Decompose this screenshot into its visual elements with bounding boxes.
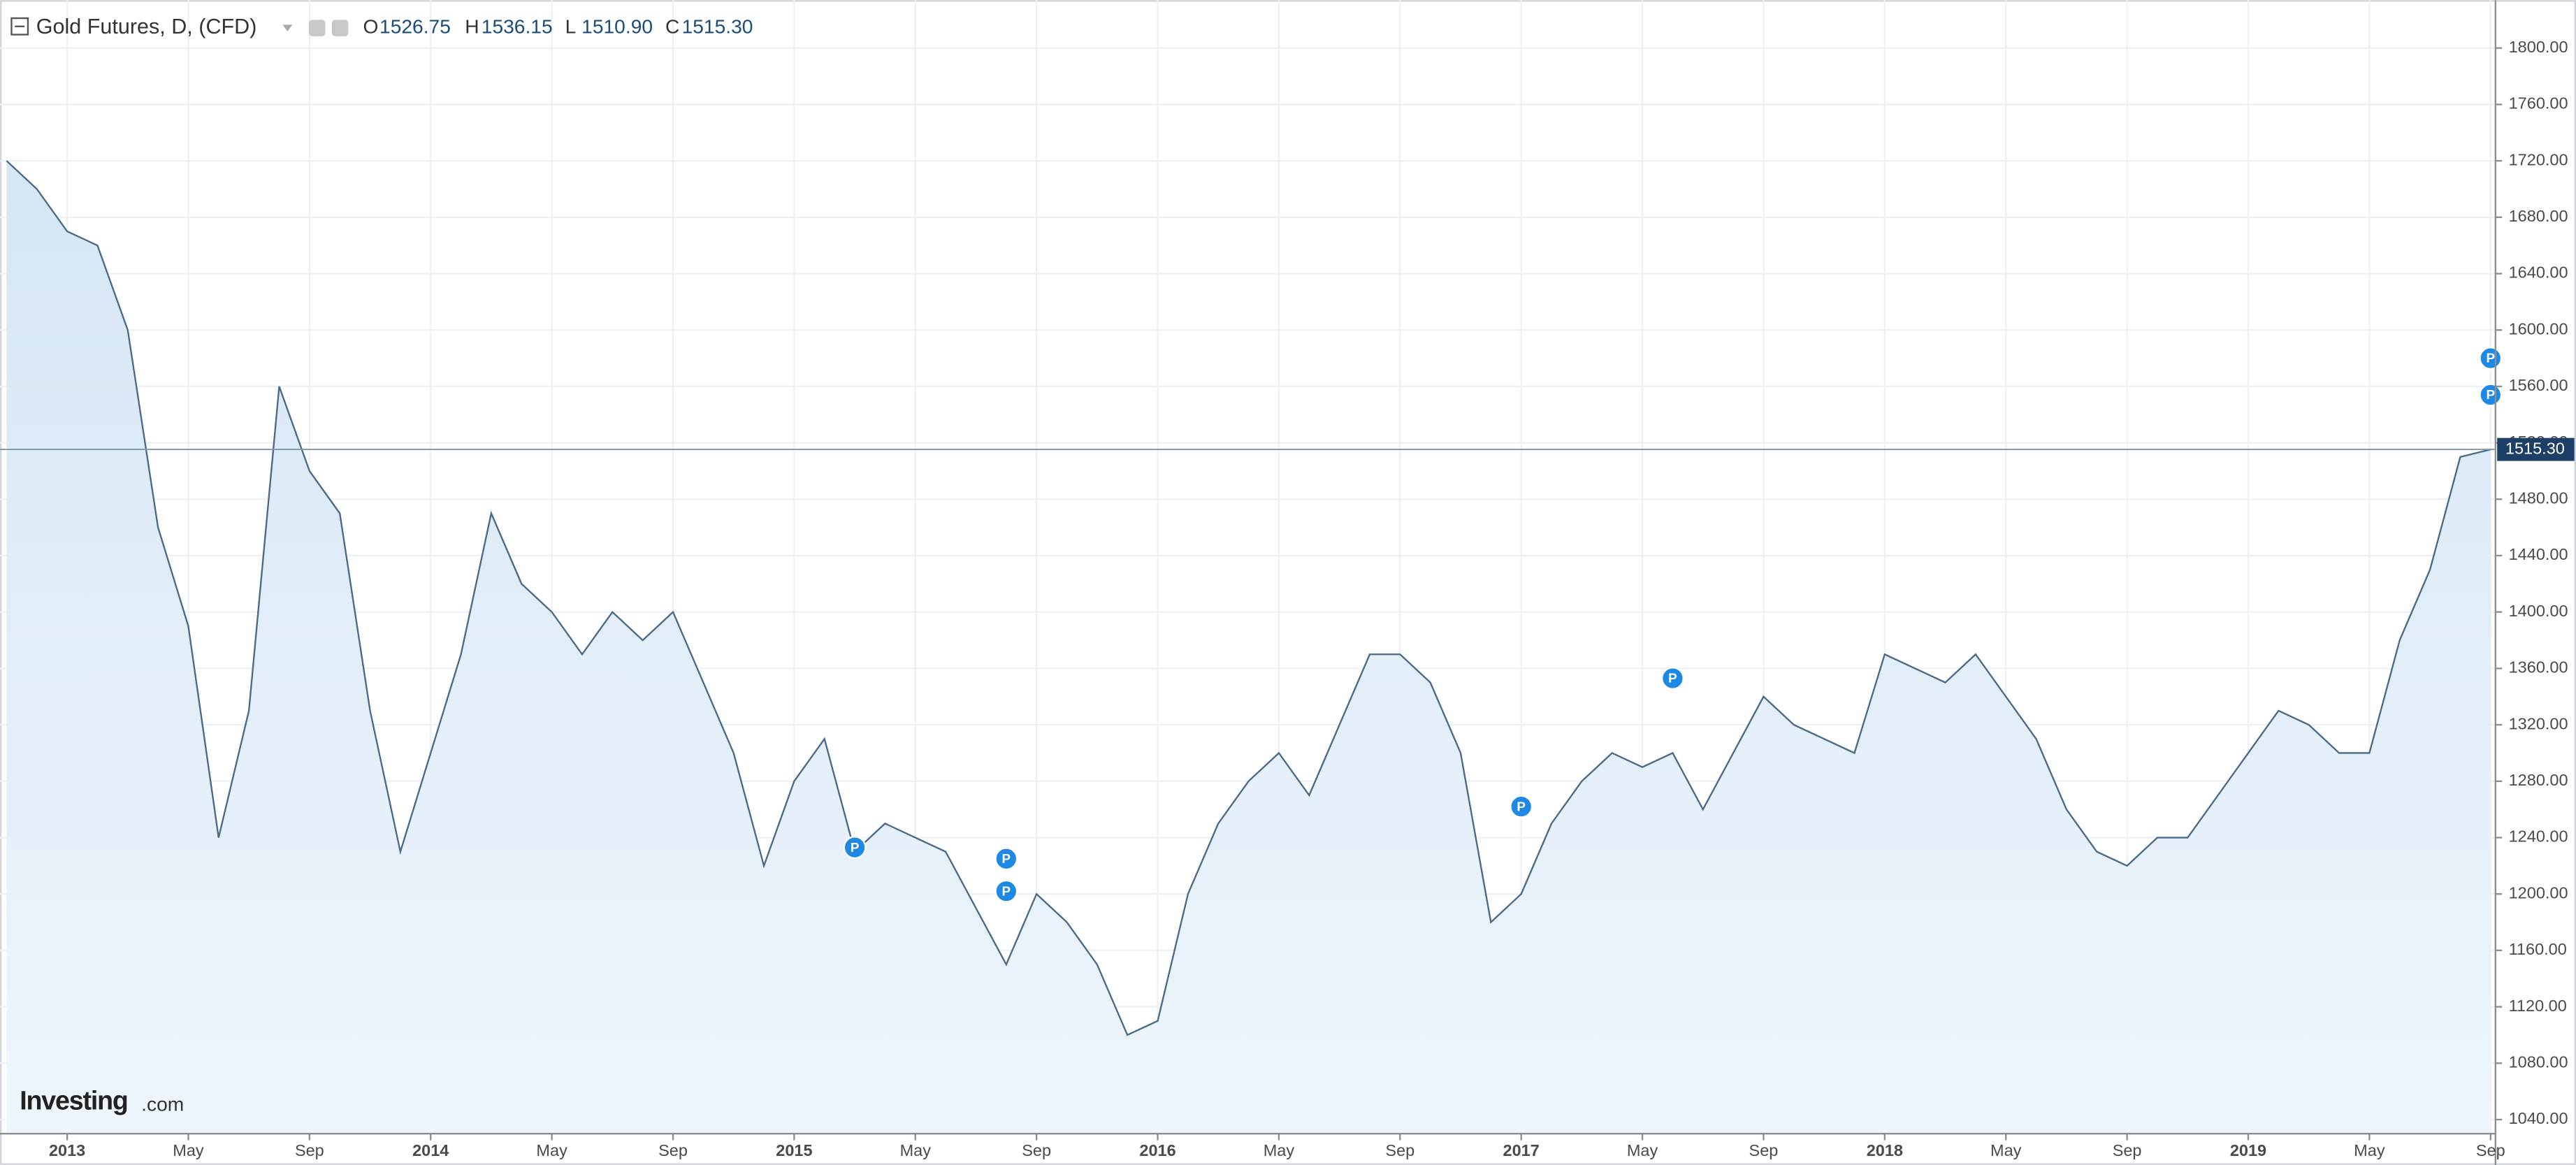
x-tick-label: Sep [658,1141,688,1159]
y-tick-label: 1200.00 [2509,883,2568,902]
logo-name: Investing [20,1085,128,1115]
y-tick-label: 1600.00 [2509,319,2568,338]
event-marker-label: P [1002,883,1011,898]
y-tick-label: 1440.00 [2509,545,2568,563]
symbol-dropdown[interactable] [282,24,293,31]
logo: Investing .com [20,1085,184,1115]
last-price-label: 1515.30 [2505,439,2565,457]
x-tick-label: Sep [1385,1141,1414,1159]
event-marker-label: P [1002,851,1011,866]
ohlc-key: H [465,15,479,38]
ohlc-value: 1515.30 [682,15,753,38]
x-tick-label: May [1990,1141,2022,1159]
ohlc-key: L [565,15,577,38]
x-tick-label: May [536,1141,567,1159]
x-tick-label: May [2354,1141,2385,1159]
x-tick-label: Sep [2113,1141,2142,1159]
x-tick-label: 2017 [1503,1141,1540,1159]
chart-title: Gold Futures, D, (CFD) [36,15,257,38]
y-tick-label: 1280.00 [2509,771,2568,789]
event-marker [843,836,867,860]
x-tick-label: May [900,1141,932,1159]
y-tick-label: 1120.00 [2509,997,2567,1015]
ohlc-key: C [665,15,679,38]
event-marker-label: P [1517,799,1526,813]
x-tick-label: 2016 [1139,1141,1175,1159]
event-marker-label: P [2486,351,2495,366]
area-fill [6,161,2491,1134]
y-tick-label: 1160.00 [2509,940,2567,958]
icon-eye[interactable] [308,20,326,36]
event-marker [1510,795,1533,818]
x-tick-label: 2015 [776,1141,812,1159]
y-tick-label: 1080.00 [2509,1053,2568,1071]
event-marker [994,879,1018,903]
y-tick-label: 1240.00 [2509,827,2568,846]
ohlc-value: 1526.75 [379,15,451,38]
y-tick-label: 1560.00 [2509,376,2568,394]
event-marker-label: P [2486,387,2495,402]
y-tick-label: 1640.00 [2509,263,2568,282]
x-tick-label: Sep [1022,1141,1051,1159]
x-tick-label: Sep [1749,1141,1779,1159]
last-price-badge [2497,437,2575,461]
event-marker-label: P [1668,671,1677,686]
x-tick-label: 2014 [412,1141,449,1159]
y-tick-label: 1800.00 [2509,38,2568,56]
y-tick-label: 1400.00 [2509,602,2568,620]
ohlc-value: 1536.15 [482,15,553,38]
y-tick-label: 1760.00 [2509,94,2568,113]
event-marker [1660,667,1684,690]
y-tick-label: 1320.00 [2509,714,2568,732]
x-tick-label: May [1264,1141,1295,1159]
x-tick-label: May [173,1141,204,1159]
y-tick-label: 1040.00 [2509,1109,2568,1127]
y-tick-label: 1720.00 [2509,150,2568,168]
ohlc-key: O [363,15,379,38]
x-tick-label: Sep [2476,1141,2505,1159]
y-tick-label: 1360.00 [2509,658,2568,676]
x-tick-label: 2019 [2230,1141,2266,1159]
price-line [6,160,2491,1036]
ohlc-value: 1510.90 [581,15,653,38]
x-tick-label: 2018 [1867,1141,1903,1159]
y-tick-label: 1480.00 [2509,489,2568,507]
event-marker-label: P [851,840,860,855]
x-tick-label: Sep [295,1141,324,1159]
icon-settings[interactable] [331,20,349,36]
event-marker [994,847,1018,871]
x-tick-label: 2013 [49,1141,85,1159]
x-tick-label: May [1627,1141,1658,1159]
y-tick-label: 1680.00 [2509,207,2568,225]
logo-suffix: .com [141,1093,184,1115]
